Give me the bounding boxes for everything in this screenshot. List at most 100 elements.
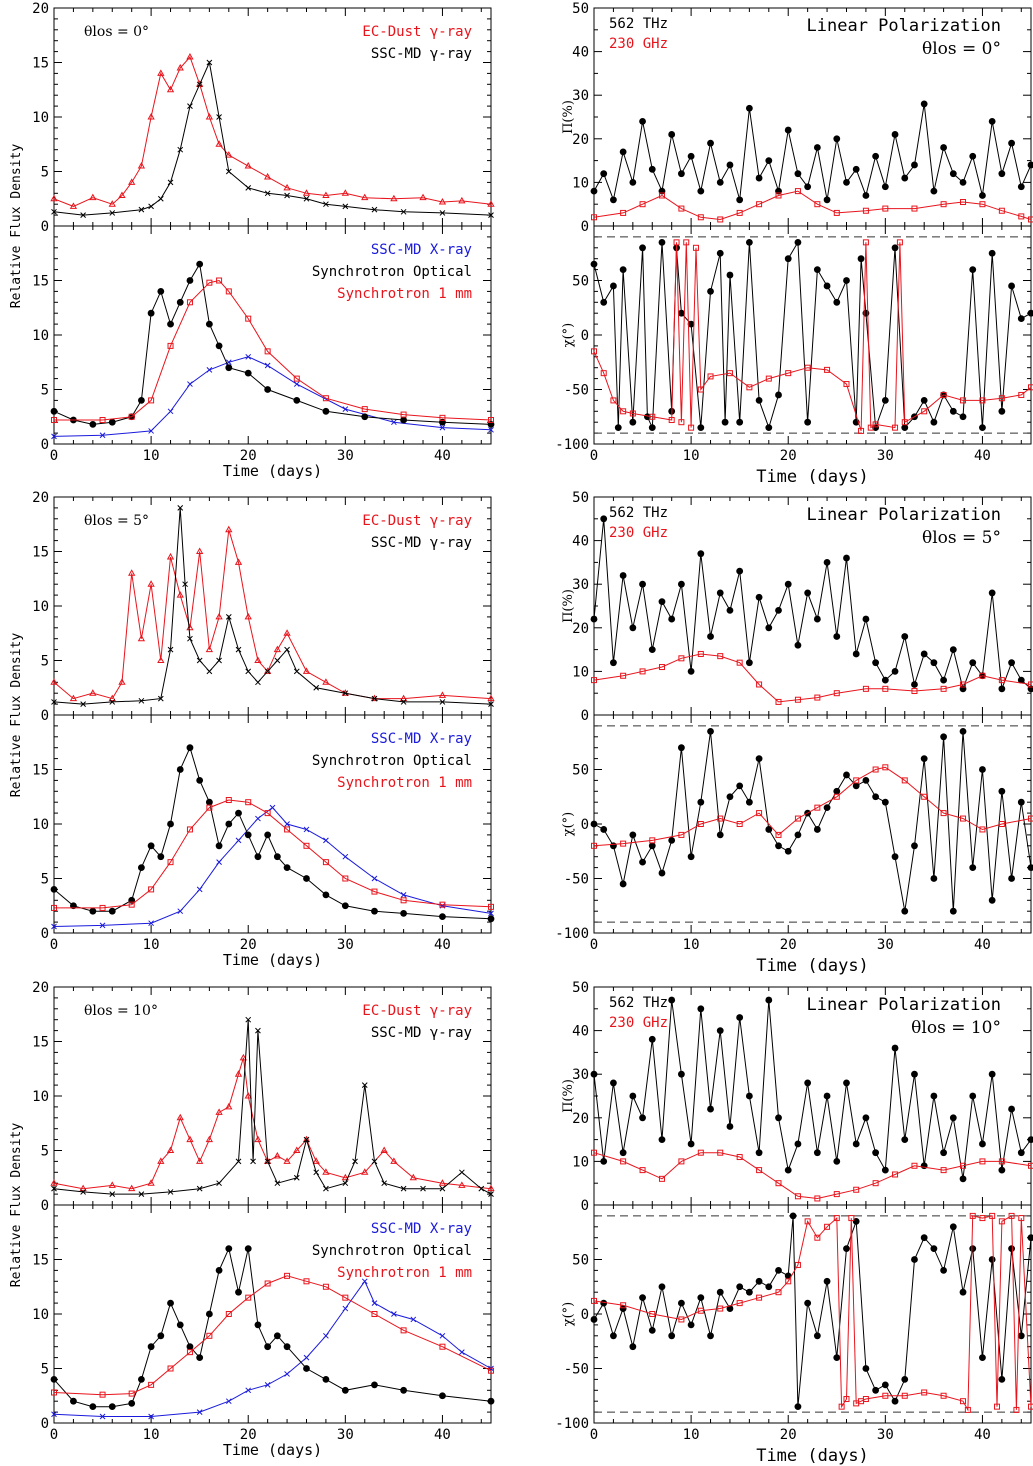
row1-xray-series-2-point	[128, 901, 135, 908]
row2-pol-series-1-point	[678, 1158, 685, 1165]
row1-angle-series-0-point	[901, 907, 909, 915]
row1-xray-series-1-point	[205, 798, 213, 806]
row1-angle-xtick-label: 0	[590, 937, 598, 953]
row0-gamma-series-0-point	[390, 194, 398, 202]
row1-gamma-series-1-point	[439, 699, 446, 705]
row1-angle-series-0-point	[687, 853, 695, 861]
row0-angle-xtick-label: 0	[590, 448, 598, 464]
row1-angle-series-1-point	[794, 815, 801, 822]
row0-angle-series-0-point	[969, 266, 977, 273]
row0-xray-series-0-point	[206, 367, 213, 373]
row0-gamma-series-1-point	[264, 190, 271, 197]
row0-pol-series-1-point	[814, 201, 821, 208]
row1-pol-series-1-point	[658, 664, 665, 671]
row2-xray-series-1-point	[400, 1386, 407, 1394]
row2-pol-series-1-point	[940, 1167, 947, 1174]
row2-gamma-series-0-point	[108, 1181, 116, 1188]
row2-pol-series-1-point	[814, 1195, 821, 1202]
row2-xray-series-0-point	[284, 1371, 290, 1377]
row2-xray-series-2-point	[148, 1381, 155, 1388]
row1-xray-legend-1: Synchrotron Optical	[312, 753, 472, 769]
row2-pol-series-0-point	[823, 1092, 831, 1100]
row0-xray-xtick-label: 0	[50, 448, 58, 464]
row2-pol-series-0-point	[979, 1140, 986, 1148]
row2-xray-series-0-point	[225, 1398, 232, 1405]
row2-gamma-ytick-label: 0	[41, 1198, 49, 1214]
row2-xray-series-2-point	[303, 1278, 310, 1285]
row2-angle-series-0-point	[852, 1217, 860, 1225]
row2-gamma-series-0-point	[380, 1146, 388, 1153]
row1-gamma-series-0-point	[205, 645, 214, 653]
row0-gamma-series-1-point	[177, 146, 184, 153]
row1-pol-series-0-point	[639, 580, 646, 588]
row2-xray-series-0-point	[303, 1354, 310, 1361]
row1-gamma-series-1-point	[206, 668, 213, 675]
row2-xray-xtick-label: 0	[50, 1427, 58, 1443]
row0-xray-xtick-label: 40	[434, 448, 451, 464]
row1-gamma-series-0-point	[215, 612, 223, 620]
row1-xray-series-1-point	[244, 831, 252, 839]
row2-xray-series-1-point	[50, 1376, 58, 1383]
row1-right-xlabel: Time (days)	[756, 956, 869, 976]
row2-pol-series-0-point	[959, 1175, 967, 1183]
row1-angle-series-0-point	[619, 880, 627, 888]
row1-angle-series-1-point	[979, 826, 986, 833]
row1-angle-series-0-point	[843, 771, 850, 779]
row2-pol-series-0-point	[707, 1105, 714, 1113]
row2-angle-series-1-point	[969, 1212, 976, 1219]
row1-xray-series-2-point	[206, 804, 213, 811]
row1-angle-series-0-point	[998, 787, 1006, 795]
row2-pol-series-0-point	[833, 1158, 841, 1165]
row2-gamma-series-0-point	[186, 1135, 194, 1143]
row0-pol-series-1-point	[697, 214, 704, 221]
row2-gamma-series-1-point	[109, 1191, 116, 1197]
row1-pol-series-0-point	[784, 580, 792, 588]
row2-pol-series-0-point	[716, 1027, 724, 1034]
row2-pol-series-1-point	[872, 1180, 879, 1187]
row2-xray-series-0-point	[264, 1381, 271, 1388]
row0-gamma-series-0-point	[458, 196, 466, 204]
row2-pol-series-0-point	[590, 1070, 598, 1078]
row2-pol-series-0-point	[843, 1079, 850, 1087]
row2-angle-series-1-point	[940, 1392, 947, 1399]
row2-angle-series-0-point	[726, 1305, 734, 1312]
row1-right-theta-label: θlos = 5°	[922, 528, 1001, 548]
row0-angle-xtick-label: 10	[683, 448, 700, 464]
row2-pol-series-1-point	[658, 1175, 665, 1182]
row2-xray-series-2-point	[371, 1311, 378, 1317]
row0-pol-series-1-point	[658, 192, 665, 199]
row1-left-theta-label: θlos = 5°	[84, 513, 149, 529]
row1-xray-series-2-point	[264, 810, 271, 817]
row1-angle-series-0-point	[658, 869, 666, 877]
row2-angle-series-1-point	[833, 1215, 840, 1222]
row1-pol-series-0-point	[765, 624, 773, 632]
row2-xray-series-2-point	[128, 1390, 135, 1397]
row1-angle-series-0-point	[872, 793, 880, 801]
row1-gamma-series-0-point	[322, 678, 330, 685]
row1-angle-series-0-point	[833, 787, 841, 795]
row2-angle-series-1-point	[591, 1297, 597, 1304]
row2-pol-series-1-point	[697, 1149, 704, 1156]
row0-gamma-series-0-point	[186, 53, 194, 60]
row0-pol-series-1-point	[979, 201, 986, 208]
row1-angle-panel	[593, 714, 1032, 934]
row2-gamma-series-1-point	[488, 1191, 494, 1197]
row2-xray-xtick-label: 20	[240, 1427, 257, 1443]
row1-xray-series-1-point	[235, 809, 242, 817]
row0-gamma-panel	[53, 7, 492, 227]
row1-gamma-ytick-label: 10	[32, 599, 49, 615]
row0-gamma-series-1-point	[216, 114, 222, 120]
row1-angle-series-0-point	[940, 733, 947, 741]
row0-angle-series-0-point	[736, 418, 744, 426]
row0-gamma-series-1-point	[157, 195, 164, 202]
row2-pol-series-0-point	[901, 1136, 909, 1143]
row0-pol-ytick-label: 30	[572, 88, 589, 104]
row2-gamma-series-0-point	[234, 1070, 243, 1077]
row0-angle-series-1-point	[668, 417, 675, 424]
row2-xray-series-0-point	[459, 1349, 465, 1356]
row2-angle-ylabel: χ(°)	[561, 1302, 576, 1327]
row0-angle-series-0-point	[959, 413, 967, 421]
row1-xray-series-2-point	[167, 859, 174, 866]
row0-xray-series-1-point	[205, 320, 213, 328]
row1-xray-series-2-point	[400, 897, 407, 904]
